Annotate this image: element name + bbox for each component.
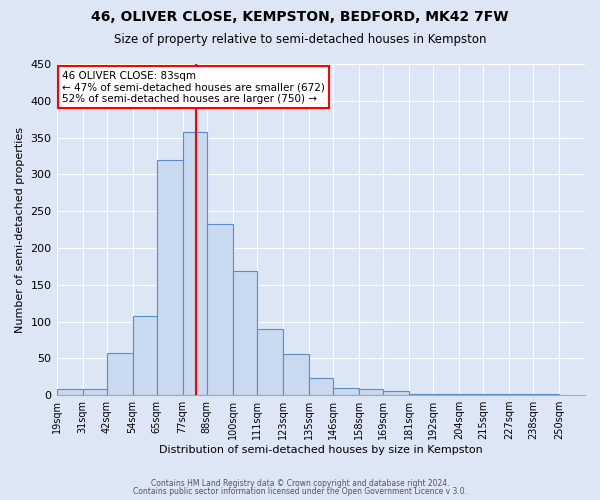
Bar [333,388,359,395]
Bar [409,394,433,395]
Text: Size of property relative to semi-detached houses in Kempston: Size of property relative to semi-detach… [114,32,486,46]
Bar [283,354,309,395]
Bar [182,132,206,395]
Bar [483,394,509,395]
Bar [359,389,383,395]
Bar [83,389,107,395]
Text: 46, OLIVER CLOSE, KEMPSTON, BEDFORD, MK42 7FW: 46, OLIVER CLOSE, KEMPSTON, BEDFORD, MK4… [91,10,509,24]
Bar [56,389,83,395]
Bar [509,394,533,395]
Bar [157,160,182,395]
Bar [133,316,157,395]
Bar [309,378,333,395]
Bar [107,353,133,395]
Bar [533,394,559,395]
Text: 46 OLIVER CLOSE: 83sqm
← 47% of semi-detached houses are smaller (672)
52% of se: 46 OLIVER CLOSE: 83sqm ← 47% of semi-det… [62,70,325,104]
Bar [257,329,283,395]
Bar [233,272,257,395]
Text: Contains HM Land Registry data © Crown copyright and database right 2024.: Contains HM Land Registry data © Crown c… [151,478,449,488]
Y-axis label: Number of semi-detached properties: Number of semi-detached properties [15,126,25,332]
Bar [206,224,233,395]
Bar [459,394,483,395]
Text: Contains public sector information licensed under the Open Government Licence v : Contains public sector information licen… [133,487,467,496]
Bar [433,394,459,395]
Bar [383,392,409,395]
X-axis label: Distribution of semi-detached houses by size in Kempston: Distribution of semi-detached houses by … [159,445,482,455]
